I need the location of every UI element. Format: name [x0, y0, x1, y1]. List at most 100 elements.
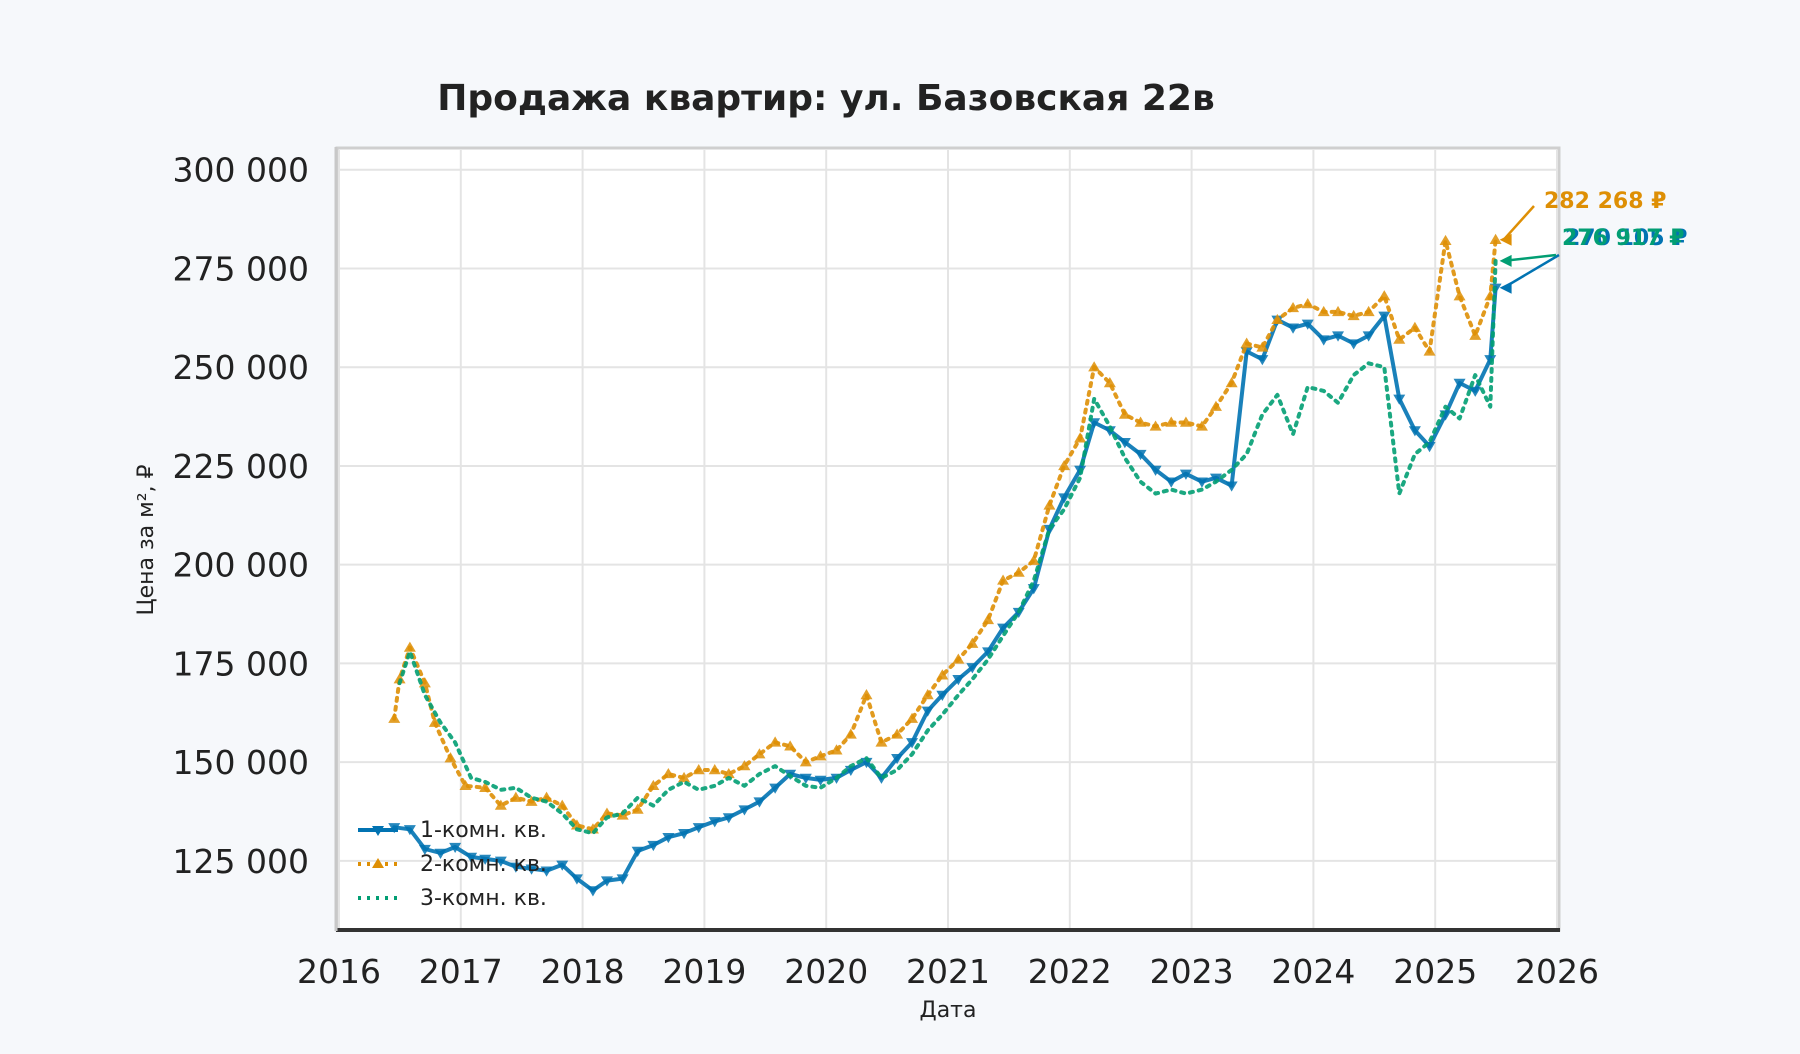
data-point [1134, 416, 1147, 427]
data-point [1149, 420, 1162, 431]
x-axis-label: Дата [920, 998, 977, 1023]
data-point [1165, 416, 1178, 427]
data-point [1347, 309, 1360, 321]
data-point [1362, 305, 1375, 317]
series-3-group [397, 258, 1498, 836]
data-point [1118, 438, 1131, 449]
data-point [692, 823, 705, 834]
data-point [494, 856, 507, 867]
data-point [1012, 566, 1025, 577]
data-point [891, 728, 904, 739]
data-point [1179, 416, 1192, 427]
x-tick-label: 2018 [541, 952, 625, 991]
data-point [906, 738, 919, 749]
end-labels: 270 105 ₽ 282 268 ₽ 276 917 ₽ [1499, 189, 1687, 294]
y-tick-label: 125 000 [173, 842, 309, 881]
y-tick-label: 250 000 [173, 348, 309, 387]
data-point [936, 669, 949, 680]
data-point [1271, 313, 1284, 325]
x-tick-label: 2021 [906, 952, 990, 991]
legend-item: 1-комн. кв. [358, 818, 547, 843]
data-point [1489, 233, 1502, 244]
data-point [1256, 341, 1269, 352]
y-tick-label: 275 000 [173, 249, 309, 288]
legend-label: 1-комн. кв. [420, 818, 547, 843]
data-point [1408, 426, 1421, 437]
end-label-arrow [1502, 253, 1560, 289]
data-point [722, 767, 735, 779]
data-point [434, 848, 447, 859]
data-point [631, 803, 644, 814]
data-point [494, 799, 507, 810]
data-point [921, 688, 934, 700]
data-point [814, 750, 827, 761]
data-point [1225, 481, 1238, 492]
data-point [570, 819, 583, 830]
data-point [1209, 473, 1222, 484]
x-tick-label: 2024 [1271, 952, 1355, 991]
data-point [479, 781, 492, 793]
data-point [540, 866, 553, 877]
legend: 1-комн. кв. 2-комн. кв. 3-комн. кв. [358, 818, 547, 911]
data-point [738, 805, 751, 816]
data-point [1027, 554, 1040, 565]
end-label-arrowhead [1499, 281, 1512, 294]
y-tick-label: 300 000 [173, 151, 309, 190]
y-tick-label: 175 000 [173, 644, 309, 683]
data-point [1103, 377, 1116, 388]
data-point [1332, 331, 1345, 342]
data-point [753, 748, 766, 759]
axes: 2016 2017 2018 2019 2020 2021 2022 2023 2024 2025… [173, 147, 1599, 991]
data-point [631, 846, 644, 857]
data-point [1118, 408, 1131, 419]
data-point [997, 574, 1010, 585]
data-point [1179, 469, 1192, 480]
series-line [392, 237, 1498, 832]
data-point [814, 775, 827, 786]
end-value-label: 276 917 ₽ [1562, 226, 1684, 251]
data-point [465, 852, 478, 863]
data-point [769, 736, 782, 747]
data-point [1058, 493, 1071, 504]
data-point [692, 764, 705, 775]
data-point [982, 613, 995, 625]
data-point [600, 876, 613, 887]
data-point [1301, 298, 1314, 309]
data-point [952, 653, 965, 664]
end-label-arrowhead [1499, 254, 1512, 267]
series-group [388, 233, 1502, 897]
data-point [678, 829, 691, 840]
data-point [1256, 355, 1269, 366]
data-point [1378, 290, 1391, 301]
data-point [662, 767, 675, 779]
data-point [1287, 323, 1300, 334]
data-point [952, 674, 965, 686]
data-point [1469, 386, 1482, 397]
data-point [1058, 459, 1071, 471]
data-point [921, 706, 934, 717]
data-point [1149, 465, 1162, 476]
data-point [1423, 345, 1436, 356]
data-point [799, 756, 812, 767]
data-point [753, 797, 766, 808]
y-tick-label: 225 000 [173, 447, 309, 486]
x-tick-label: 2022 [1028, 952, 1112, 991]
data-point [509, 862, 522, 873]
data-point [1439, 234, 1452, 246]
data-point [1393, 394, 1406, 405]
data-point [1453, 378, 1466, 390]
series-line [397, 258, 1498, 836]
data-point [1240, 337, 1253, 348]
data-point [1074, 432, 1087, 443]
data-point [570, 874, 583, 885]
legend-marker [372, 826, 384, 836]
end-value-label: 270 105 ₽ [1565, 226, 1687, 251]
y-tick-label: 150 000 [173, 743, 309, 782]
data-point [1287, 301, 1300, 313]
data-point [830, 744, 843, 755]
data-point [459, 779, 472, 791]
data-point [1408, 321, 1421, 332]
data-point [1165, 477, 1178, 488]
data-point [403, 641, 416, 652]
